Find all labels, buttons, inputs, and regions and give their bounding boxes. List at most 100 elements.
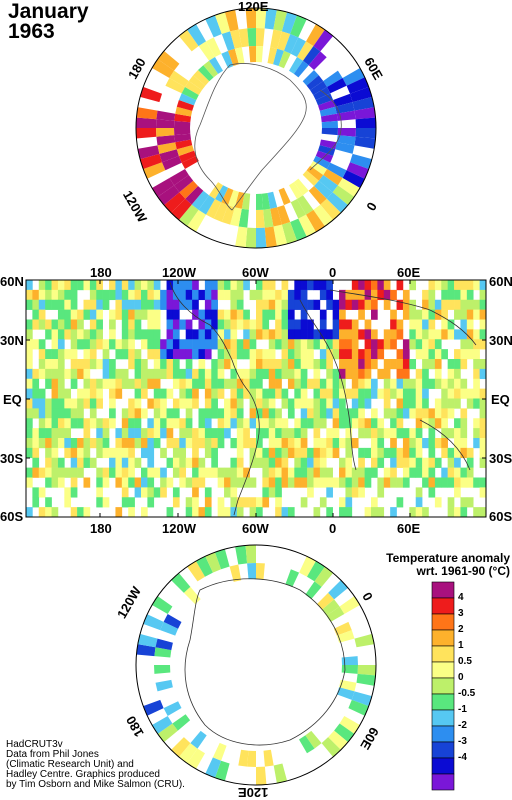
anomaly-cell: [198, 477, 206, 488]
anomaly-cell: [121, 339, 129, 350]
anomaly-cell: [371, 289, 378, 301]
anomaly-cell: [134, 428, 142, 439]
anomaly-cell: [358, 368, 365, 380]
anomaly-cell: [179, 319, 187, 330]
anomaly-cell: [179, 457, 187, 468]
anomaly-cell: [83, 457, 91, 468]
anomaly-cell: [473, 349, 480, 360]
polar-anomaly-cell: [256, 766, 267, 785]
anomaly-cell: [377, 289, 385, 301]
anomaly-cell: [390, 378, 397, 389]
anomaly-cell: [358, 457, 365, 468]
anomaly-cell: [434, 398, 442, 409]
anomaly-cell: [479, 457, 486, 468]
anomaly-cell: [460, 349, 468, 360]
anomaly-cell: [141, 329, 148, 340]
anomaly-cell: [364, 398, 372, 409]
polar-anomaly-cell: [154, 647, 172, 658]
anomaly-cell: [134, 457, 142, 468]
anomaly-cell: [230, 368, 238, 380]
anomaly-cell: [83, 359, 91, 370]
anomaly-cell: [396, 299, 404, 310]
anomaly-cell: [256, 447, 263, 459]
anomaly-cell: [396, 447, 404, 459]
anomaly-cell: [268, 329, 276, 340]
anomaly-cell: [134, 378, 142, 389]
anomaly-cell: [236, 339, 244, 350]
anomaly-cell: [281, 398, 289, 409]
anomaly-cell: [262, 428, 270, 439]
right-lat-eq: EQ: [491, 392, 510, 407]
polar-anomaly-cell: [278, 50, 291, 69]
anomaly-cell: [307, 477, 314, 488]
anomaly-cell: [153, 309, 161, 320]
polar-anomaly-cell: [256, 46, 264, 63]
polar-anomaly-cell: [156, 110, 176, 121]
anomaly-cell: [351, 319, 359, 330]
anomaly-cell: [147, 378, 155, 389]
anomaly-cell: [249, 418, 257, 429]
anomaly-cell: [262, 359, 270, 370]
anomaly-cell: [307, 467, 314, 478]
anomaly-cell: [172, 467, 180, 478]
polar-anomaly-cell: [348, 699, 371, 717]
anomaly-cell: [211, 388, 218, 399]
anomaly-cell: [447, 378, 455, 389]
anomaly-cell: [121, 378, 129, 389]
anomaly-cell: [307, 339, 314, 350]
anomaly-cell: [479, 280, 486, 291]
anomaly-cell: [128, 398, 135, 409]
anomaly-cell: [256, 457, 263, 468]
anomaly-cell: [166, 477, 174, 488]
anomaly-cell: [243, 349, 250, 360]
anomaly-cell: [185, 378, 193, 389]
polar-anomaly-cell: [263, 749, 274, 767]
anomaly-cell: [32, 467, 40, 478]
polar-anomaly-cell: [186, 22, 206, 47]
anomaly-cell: [396, 477, 404, 488]
anomaly-cell: [473, 280, 480, 291]
anomaly-cell: [473, 359, 480, 370]
anomaly-cell: [192, 497, 199, 508]
anomaly-cell: [454, 418, 461, 429]
anomaly-cell: [134, 280, 142, 291]
anomaly-cell: [77, 329, 84, 340]
anomaly-cell: [77, 507, 84, 517]
polar-anomaly-cell: [156, 128, 175, 137]
anomaly-cell: [230, 467, 238, 478]
anomaly-cell: [179, 378, 187, 389]
polar-anomaly-cell: [327, 162, 347, 178]
anomaly-cell: [358, 447, 365, 459]
anomaly-cell: [243, 428, 250, 439]
anomaly-cell: [409, 388, 417, 399]
polar-anomaly-cell: [247, 563, 256, 580]
anomaly-cell: [26, 378, 33, 389]
anomaly-cell: [198, 359, 206, 370]
polar-anomaly-cell: [256, 28, 265, 47]
credits-line4: Hadley Centre. Graphics produced: [6, 769, 160, 780]
anomaly-cell: [121, 447, 129, 459]
anomaly-cell: [109, 418, 116, 429]
anomaly-cell: [102, 368, 110, 380]
anomaly-cell: [364, 280, 372, 291]
anomaly-cell: [396, 349, 404, 360]
anomaly-cell: [319, 359, 327, 370]
anomaly-cell: [153, 418, 161, 429]
anomaly-cell: [294, 368, 302, 380]
anomaly-cell: [326, 359, 333, 370]
anomaly-cell: [466, 349, 474, 360]
anomaly-cell: [128, 309, 135, 320]
anomaly-cell: [300, 477, 308, 488]
anomaly-cell: [447, 299, 455, 310]
anomaly-cell: [243, 309, 250, 320]
anomaly-cell: [179, 368, 187, 380]
anomaly-cell: [300, 398, 308, 409]
anomaly-cell: [319, 467, 327, 478]
anomaly-cell: [204, 487, 212, 498]
anomaly-cell: [479, 289, 486, 301]
anomaly-cell: [313, 477, 321, 488]
anomaly-cell: [77, 339, 84, 350]
anomaly-cell: [262, 467, 270, 478]
anomaly-cell: [415, 368, 423, 380]
bottom-lon-0: 0: [329, 521, 337, 536]
